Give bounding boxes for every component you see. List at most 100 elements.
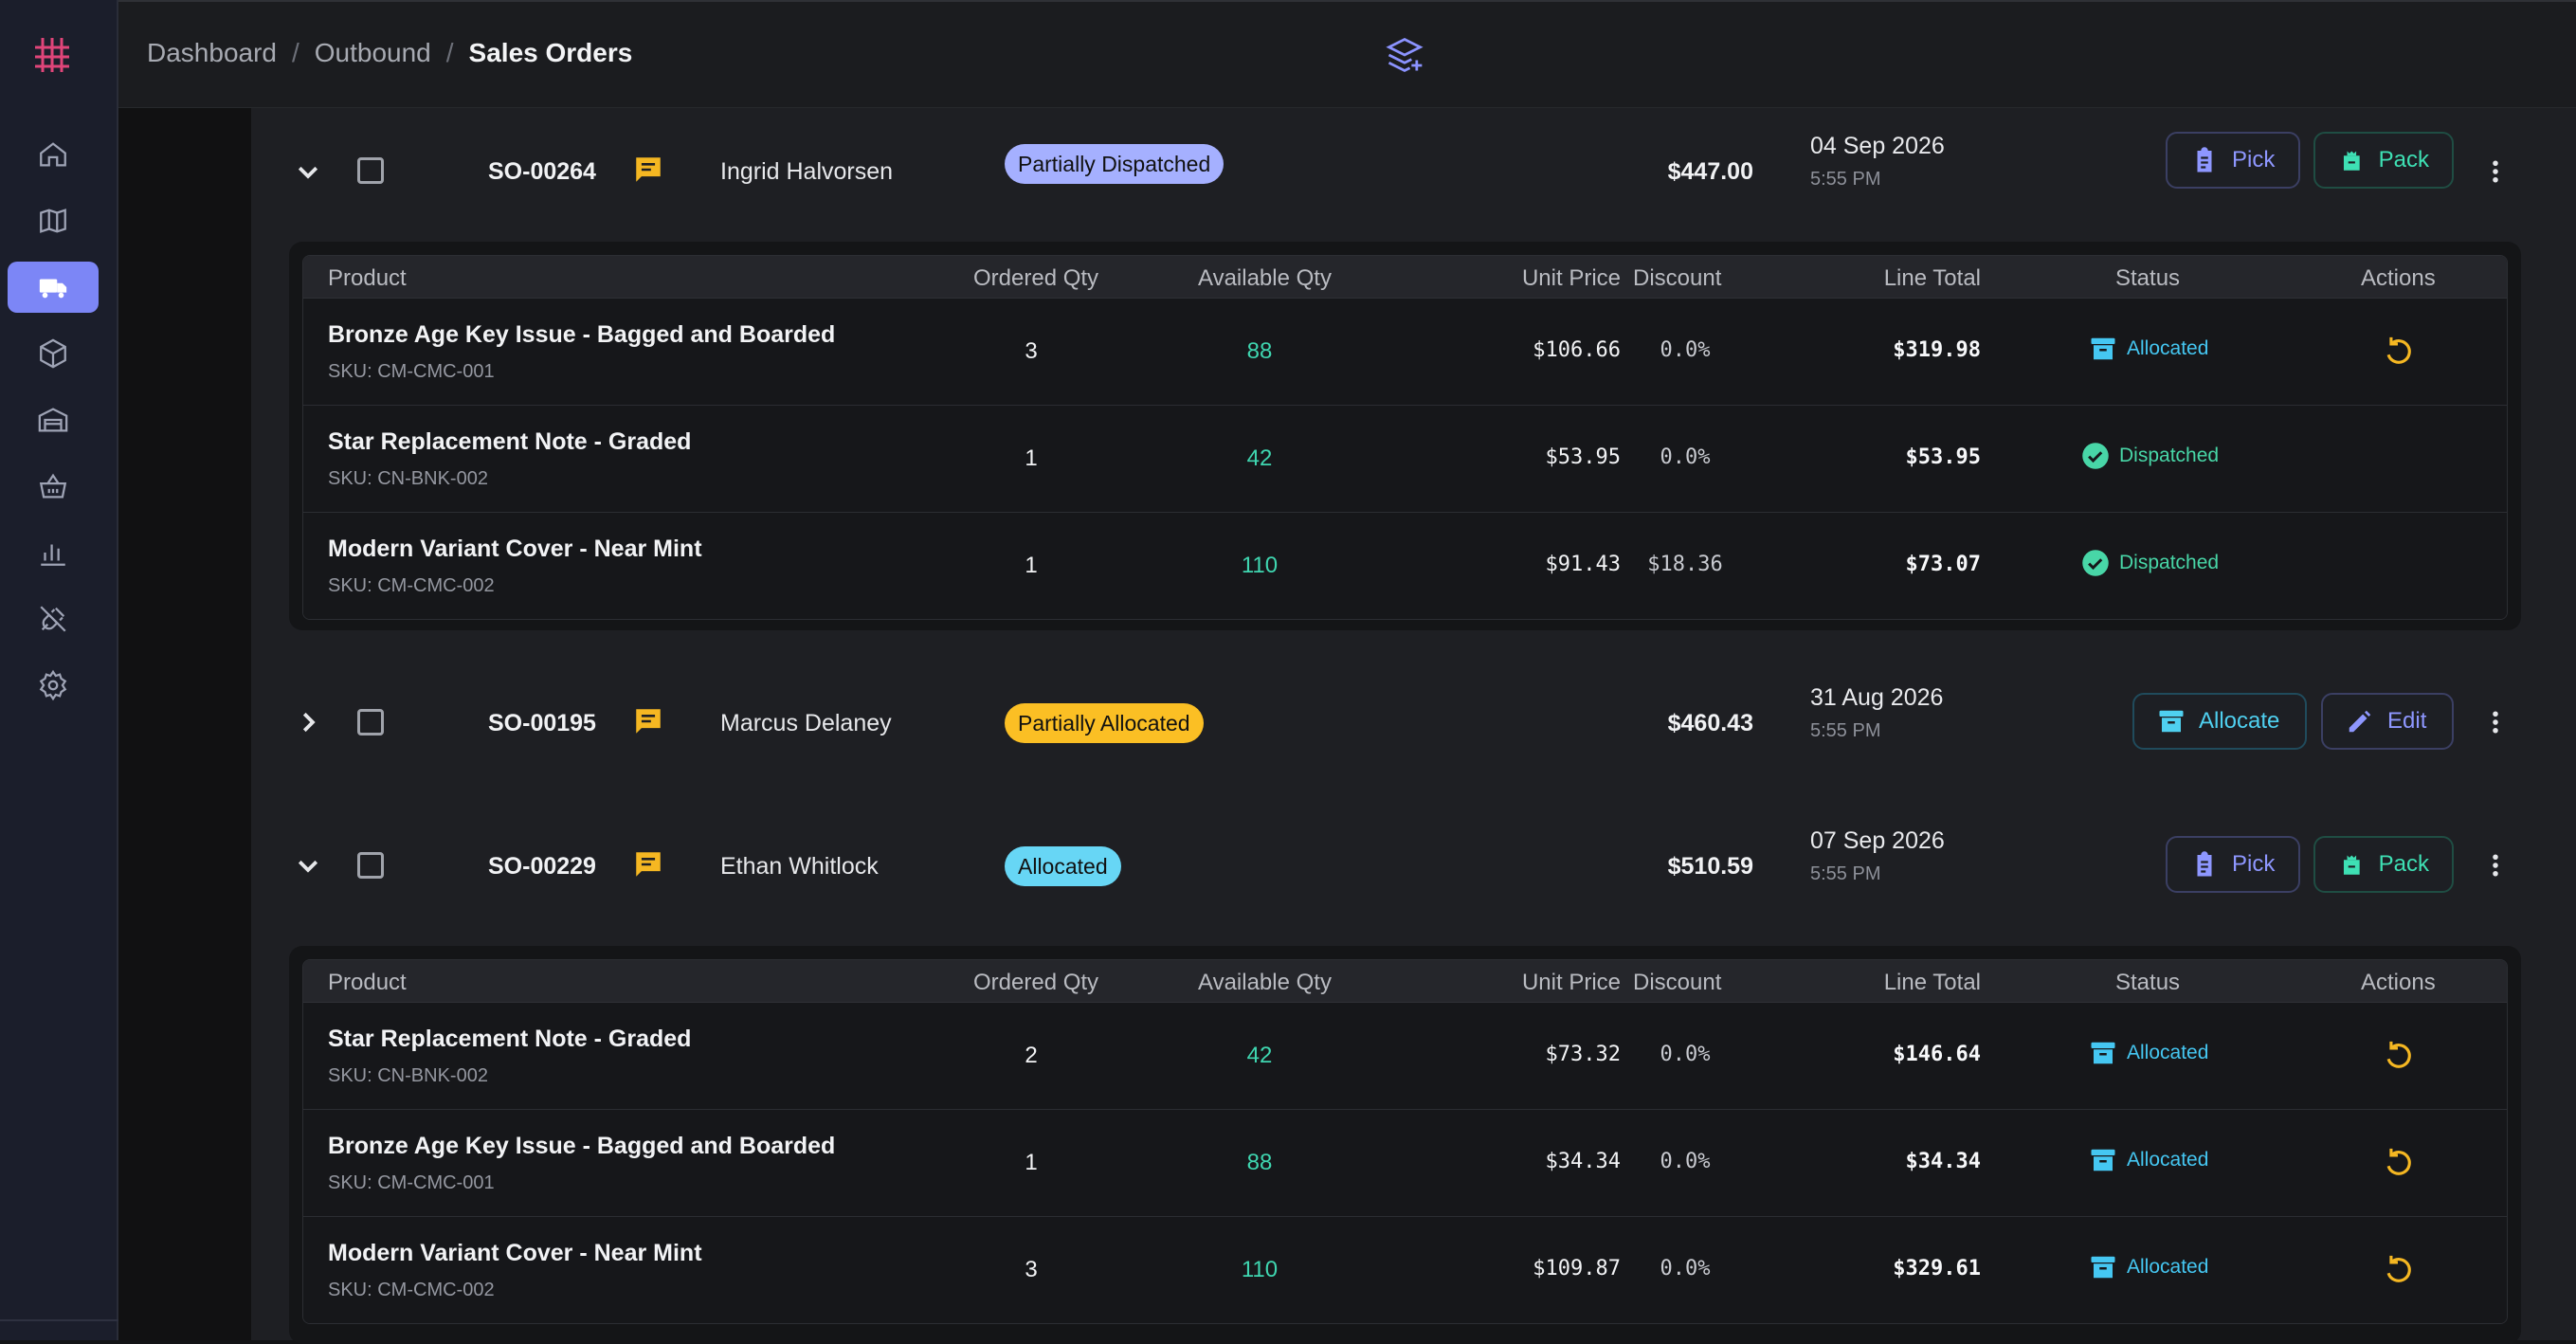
more-vert-icon[interactable] [2481, 708, 2510, 736]
table-header: Product Ordered Qty Available Qty Unit P… [303, 256, 2507, 299]
comment-icon[interactable] [632, 848, 664, 881]
order-checkbox[interactable] [357, 709, 384, 736]
customer-name: Ethan Whitlock [720, 853, 879, 880]
order-id[interactable]: SO-00229 [488, 853, 596, 880]
sidebar-item-warehouse[interactable] [8, 394, 99, 445]
order-total: $460.43 [1667, 710, 1753, 736]
order-id[interactable]: SO-00264 [488, 158, 596, 185]
order-items-panel: Product Ordered Qty Available Qty Unit P… [289, 242, 2521, 630]
allocate-button-label: Allocate [2199, 708, 2280, 734]
archive-icon [2091, 1256, 2115, 1279]
order-checkbox[interactable] [357, 157, 384, 184]
discount: $18.36 [1647, 553, 1723, 576]
col-actions: Actions [2361, 970, 2436, 995]
col-product: Product [328, 970, 407, 995]
unit-price: $53.95 [1545, 445, 1621, 469]
available-qty: 110 [1241, 553, 1279, 578]
line-total: $329.61 [1893, 1257, 1981, 1280]
col-unit-price: Unit Price [1521, 265, 1621, 291]
plug-icon [40, 606, 66, 632]
table-row: Star Replacement Note - Graded SKU: CN-B… [303, 1003, 2507, 1110]
line-status: Allocated [2089, 335, 2208, 363]
line-total: $53.95 [1905, 445, 1981, 469]
sidebar-item-map[interactable] [8, 195, 99, 246]
available-qty: 110 [1241, 1257, 1279, 1282]
check-circle-icon [2082, 550, 2109, 576]
unit-price: $106.66 [1533, 338, 1621, 362]
unit-price: $109.87 [1533, 1257, 1621, 1280]
order-checkbox[interactable] [357, 852, 384, 879]
breadcrumb-outbound[interactable]: Outbound [314, 38, 431, 67]
line-status: Allocated [2089, 1146, 2208, 1174]
sidebar-item-home[interactable] [8, 129, 99, 180]
sidebar-item-integrations[interactable] [8, 593, 99, 645]
pack-button[interactable]: Pack [2313, 132, 2454, 189]
col-line-total: Line Total [1883, 265, 1981, 291]
product-name: Modern Variant Cover - Near Mint [328, 536, 702, 562]
order-id[interactable]: SO-00195 [488, 710, 596, 736]
package-icon [2343, 151, 2360, 171]
undo-icon[interactable] [2382, 1039, 2414, 1071]
col-unit-price: Unit Price [1521, 970, 1621, 995]
status-badge: Partially Dispatched [1005, 144, 1225, 184]
product-sku: SKU: CM-CMC-002 [328, 1280, 495, 1300]
product-name: Star Replacement Note - Graded [328, 1026, 692, 1052]
sidebar-item-products[interactable] [8, 328, 99, 379]
more-vert-icon[interactable] [2481, 157, 2510, 186]
product-sku: SKU: CM-CMC-001 [328, 361, 495, 382]
order-row[interactable]: SO-00229 Ethan Whitlock Allocated $510.5… [251, 794, 2576, 937]
gear-icon [39, 669, 67, 701]
pack-button-label: Pack [2378, 851, 2429, 877]
table-header: Product Ordered Qty Available Qty Unit P… [303, 960, 2507, 1003]
line-status: Dispatched [2081, 442, 2219, 470]
order-row[interactable]: SO-00264 Ingrid Halvorsen Partially Disp… [251, 108, 2576, 233]
layers-add-icon[interactable] [1384, 34, 1425, 76]
allocate-button[interactable]: Allocate [2132, 693, 2307, 750]
status-badge: Partially Allocated [1005, 703, 1204, 743]
breadcrumb-dashboard[interactable]: Dashboard [147, 38, 277, 67]
archive-icon [2091, 1042, 2115, 1064]
available-qty: 88 [1246, 1150, 1273, 1175]
col-discount: Discount [1633, 265, 1722, 291]
chevron-down-icon[interactable] [294, 157, 322, 186]
line-status-label: Dispatched [2119, 552, 2220, 573]
order-items-section: Product Ordered Qty Available Qty Unit P… [251, 936, 2576, 1344]
discount: 0.0% [1660, 1150, 1711, 1173]
sidebar-item-reports[interactable] [8, 527, 99, 578]
undo-icon[interactable] [2382, 1253, 2414, 1285]
undo-icon[interactable] [2382, 335, 2414, 367]
comment-icon[interactable] [632, 705, 664, 737]
comment-icon[interactable] [632, 154, 664, 186]
more-vert-icon[interactable] [2481, 851, 2510, 880]
order-time: 5:55 PM [1810, 863, 1881, 884]
ordered-qty: 3 [1025, 1257, 1038, 1282]
discount: 0.0% [1660, 1043, 1711, 1066]
truck-icon [39, 279, 67, 299]
col-status: Status [2115, 970, 2181, 995]
undo-icon[interactable] [2382, 1146, 2414, 1178]
pack-button[interactable]: Pack [2313, 836, 2454, 893]
pick-button[interactable]: Pick [2166, 132, 2300, 189]
chevron-down-icon[interactable] [294, 851, 322, 880]
order-row[interactable]: SO-00195 Marcus Delaney Partially Alloca… [251, 651, 2576, 795]
col-ordered-qty: Ordered Qty [973, 970, 1099, 995]
sidebar-item-settings[interactable] [8, 660, 99, 711]
box-icon [40, 338, 66, 369]
breadcrumb: Dashboard / Outbound / Sales Orders [147, 38, 632, 68]
sidebar-item-outbound[interactable] [8, 262, 99, 313]
items-table: Product Ordered Qty Available Qty Unit P… [302, 255, 2508, 620]
order-total: $510.59 [1667, 853, 1753, 880]
check-circle-icon [2082, 443, 2109, 469]
line-total: $34.34 [1905, 1150, 1981, 1173]
unit-price: $73.32 [1545, 1043, 1621, 1066]
edit-button[interactable]: Edit [2321, 693, 2454, 750]
sidebar-item-basket[interactable] [8, 461, 99, 512]
product-sku: SKU: CN-BNK-002 [328, 468, 488, 489]
line-status-label: Allocated [2127, 1042, 2209, 1063]
pick-button[interactable]: Pick [2166, 836, 2300, 893]
discount: 0.0% [1660, 445, 1711, 469]
order-time: 5:55 PM [1810, 169, 1881, 190]
chevron-right-icon[interactable] [294, 708, 322, 736]
edit-button-label: Edit [2387, 708, 2427, 734]
app-logo-icon[interactable] [33, 36, 71, 74]
